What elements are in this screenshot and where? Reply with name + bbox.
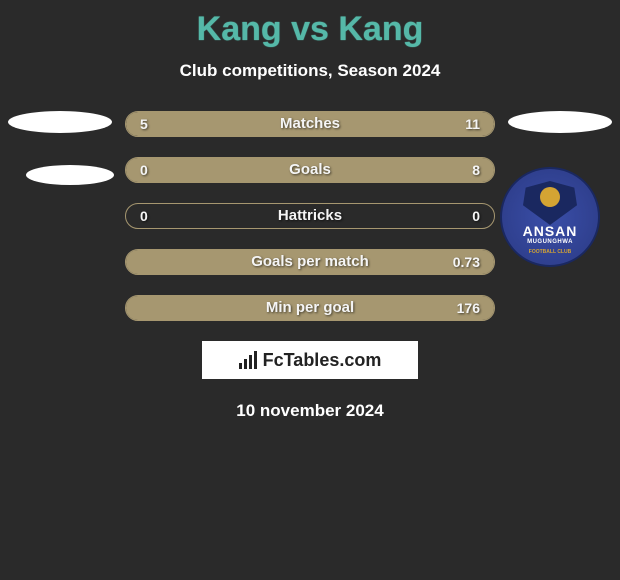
stat-row: Goals per match0.73 bbox=[125, 249, 495, 275]
stat-row: 0Goals8 bbox=[125, 157, 495, 183]
player-left-placeholder-icon bbox=[8, 111, 112, 133]
stat-value-right: 8 bbox=[472, 158, 480, 182]
date-text: 10 november 2024 bbox=[0, 401, 620, 421]
badge-sub: MUGUNGHWA bbox=[527, 239, 573, 245]
player-left-placeholder2-icon bbox=[26, 165, 114, 185]
stat-row: Min per goal176 bbox=[125, 295, 495, 321]
stat-row: 5Matches11 bbox=[125, 111, 495, 137]
subtitle: Club competitions, Season 2024 bbox=[0, 61, 620, 81]
stat-value-right: 11 bbox=[465, 112, 480, 136]
stat-label: Hattricks bbox=[126, 204, 494, 228]
stat-label: Goals per match bbox=[126, 250, 494, 274]
badge-main: ANSAN bbox=[523, 223, 578, 239]
stat-label: Matches bbox=[126, 112, 494, 136]
stat-label: Min per goal bbox=[126, 296, 494, 320]
stats-area: ANSAN MUGUNGHWA FOOTBALL CLUB 5Matches11… bbox=[0, 111, 620, 321]
club-badge: ANSAN MUGUNGHWA FOOTBALL CLUB bbox=[500, 167, 600, 267]
stat-value-right: 0.73 bbox=[453, 250, 480, 274]
stat-value-right: 176 bbox=[457, 296, 480, 320]
brand-box: FcTables.com bbox=[202, 341, 418, 379]
bars-icon bbox=[239, 351, 257, 369]
shield-icon bbox=[523, 181, 577, 225]
stat-label: Goals bbox=[126, 158, 494, 182]
player-right-placeholder-icon bbox=[508, 111, 612, 133]
stat-value-right: 0 bbox=[472, 204, 480, 228]
page-title: Kang vs Kang bbox=[0, 0, 620, 49]
stat-row: 0Hattricks0 bbox=[125, 203, 495, 229]
badge-ribbon: FOOTBALL CLUB bbox=[529, 249, 571, 255]
stats-bars: 5Matches110Goals80Hattricks0Goals per ma… bbox=[125, 111, 495, 321]
brand-text: FcTables.com bbox=[263, 350, 382, 371]
